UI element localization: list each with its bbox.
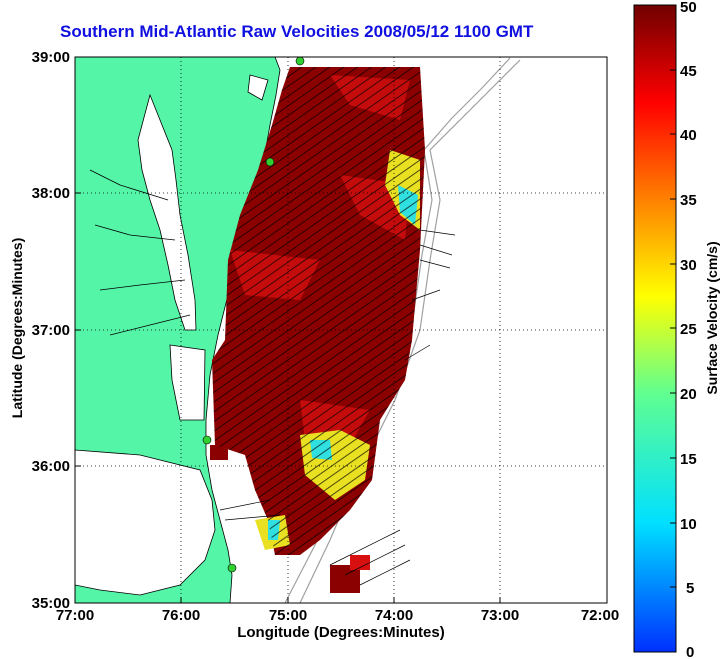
- colorbar: [633, 4, 677, 653]
- y-tick-label: 38:00: [32, 185, 70, 202]
- colorbar-tick-label: 30: [680, 257, 697, 274]
- x-tick-label: 77:00: [56, 607, 94, 624]
- y-axis-label: Latitude (Degrees:Minutes): [9, 237, 25, 419]
- chesapeake-bay: [137, 93, 197, 331]
- colorbar-tick-label: 40: [680, 127, 697, 144]
- colorbar-tick-label: 50: [680, 0, 697, 16]
- colorbar-tick-label: 5: [686, 580, 694, 597]
- x-tick-label: 76:00: [162, 607, 200, 624]
- y-tick-label: 39:00: [32, 49, 70, 66]
- grid-lines: [75, 57, 607, 603]
- colorbar-tick-label: 10: [680, 516, 697, 533]
- pamlico-sound: [75, 449, 216, 596]
- x-tick-label: 72:00: [581, 607, 619, 624]
- x-axis-label: Longitude (Degrees:Minutes): [237, 624, 445, 641]
- x-tick-label: 74:00: [375, 607, 413, 624]
- colorbar-tick-label: 15: [680, 451, 697, 468]
- colorbar-tick-label: 45: [680, 63, 697, 80]
- y-tick-label: 35:00: [32, 595, 70, 612]
- colorbar-tick-label: 35: [680, 192, 697, 209]
- y-tick-label: 37:00: [32, 322, 70, 339]
- x-tick-label: 73:00: [481, 607, 519, 624]
- colorbar-tick-label: 0: [686, 644, 694, 659]
- colorbar-tick-label: 20: [680, 386, 697, 403]
- y-tick-label: 36:00: [32, 458, 70, 475]
- colorbar-label: Surface Velocity (cm/s): [704, 241, 720, 395]
- map-title: Southern Mid-Atlantic Raw Velocities 200…: [60, 22, 534, 41]
- colorbar-tick-label: 25: [680, 321, 697, 338]
- x-tick-label: 75:00: [269, 607, 307, 624]
- radar-station-markers: [202, 57, 305, 573]
